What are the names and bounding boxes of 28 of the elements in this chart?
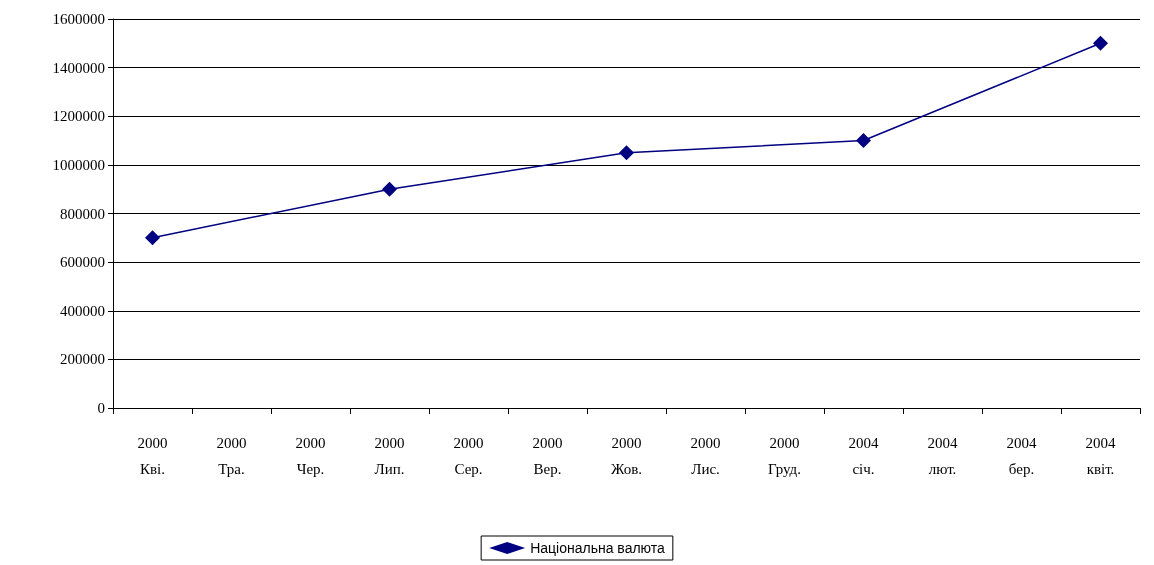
point — [1093, 35, 1108, 51]
y-tick-label: 400000 — [60, 302, 105, 319]
x-tick-label: 2004 квіт. — [1085, 435, 1116, 477]
x-tick-label: 2000 Жов. — [610, 435, 643, 477]
x-tick-label: 2000 Груд. — [768, 435, 801, 477]
x-tick-label: 2000 Вер. — [532, 435, 563, 477]
y-tick-label: 1000000 — [52, 156, 105, 173]
x-tick-label: 2000 Кві. — [137, 435, 168, 477]
y-tick-label: 800000 — [60, 205, 105, 222]
y-tick-label: 200000 — [60, 351, 105, 368]
x-tick-label: 2000 Тра. — [216, 435, 247, 477]
x-tick-label: 2000 Лип. — [374, 435, 405, 477]
x-tick-label: 2000 Чер. — [295, 435, 326, 477]
y-tick-label: 1400000 — [52, 59, 105, 76]
point — [145, 230, 160, 246]
y-tick-label: 1200000 — [52, 108, 105, 125]
y-tick-label: 0 — [97, 400, 105, 416]
legend-label: Національна валюта — [530, 540, 666, 556]
y-tick-label: 1600000 — [52, 11, 105, 27]
point — [619, 145, 634, 161]
x-tick-label: 2000 Сер. — [453, 435, 484, 477]
point — [382, 181, 397, 197]
x-tick-label: 2004 лют. — [927, 435, 958, 477]
x-tick-label: 2000 Лис. — [690, 435, 721, 477]
x-tick-label: 2004 січ. — [848, 435, 879, 477]
x-tick-label: 2004 бер. — [1006, 435, 1037, 477]
y-tick-label: 600000 — [60, 254, 105, 271]
point — [856, 133, 871, 149]
